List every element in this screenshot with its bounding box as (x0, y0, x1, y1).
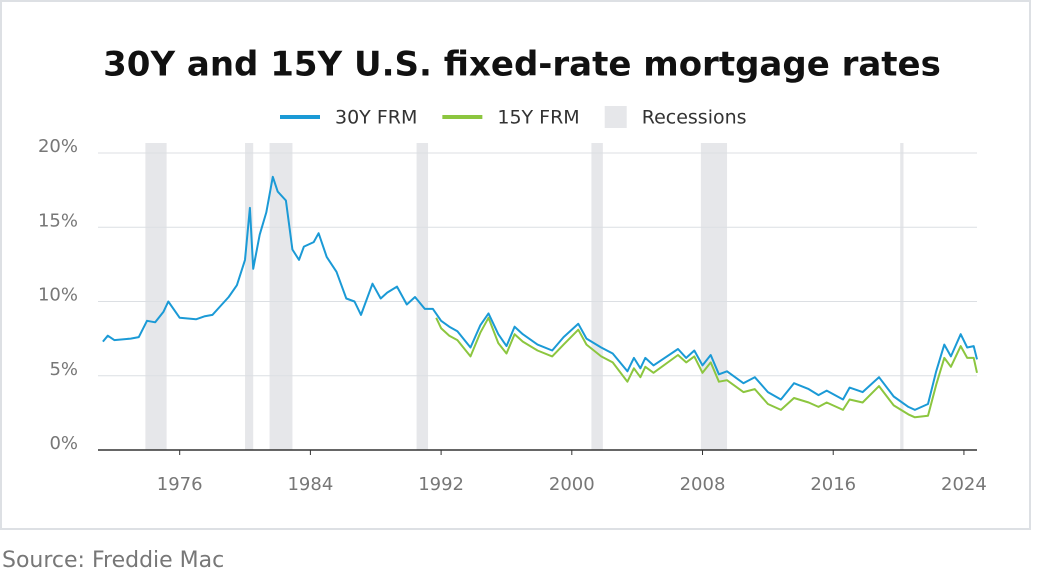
recession-band (591, 143, 603, 450)
recession-band (700, 143, 728, 450)
x-tick-label: 1992 (418, 474, 464, 495)
y-tick-label: 15% (38, 210, 78, 231)
recession-band (900, 143, 904, 450)
y-tick-label: 0% (49, 433, 78, 454)
source-note: Source: Freddie Mac (2, 548, 224, 573)
x-tick-label: 2016 (810, 474, 856, 495)
chart-title: 30Y and 15Y U.S. fixed-rate mortgage rat… (103, 45, 941, 85)
recession-band (416, 143, 429, 450)
x-tick-label: 1984 (287, 474, 333, 495)
legend-label: 15Y FRM (497, 107, 579, 129)
series-line (435, 316, 978, 419)
legend-label: Recessions (642, 107, 747, 129)
recession-band (245, 143, 254, 450)
y-tick-label: 20% (38, 136, 78, 157)
series-line (102, 175, 978, 411)
x-tick-label: 2000 (549, 474, 595, 495)
recession-band (145, 143, 167, 450)
chart-frame (0, 0, 1031, 530)
legend-swatch (604, 106, 627, 128)
x-tick-label: 1976 (157, 474, 203, 495)
y-tick-label: 10% (38, 285, 78, 306)
x-tick-label: 2008 (680, 474, 726, 495)
recession-band (269, 143, 293, 450)
x-tick-label: 2024 (941, 474, 987, 495)
y-tick-label: 5% (49, 359, 78, 380)
legend-label: 30Y FRM (335, 107, 417, 129)
